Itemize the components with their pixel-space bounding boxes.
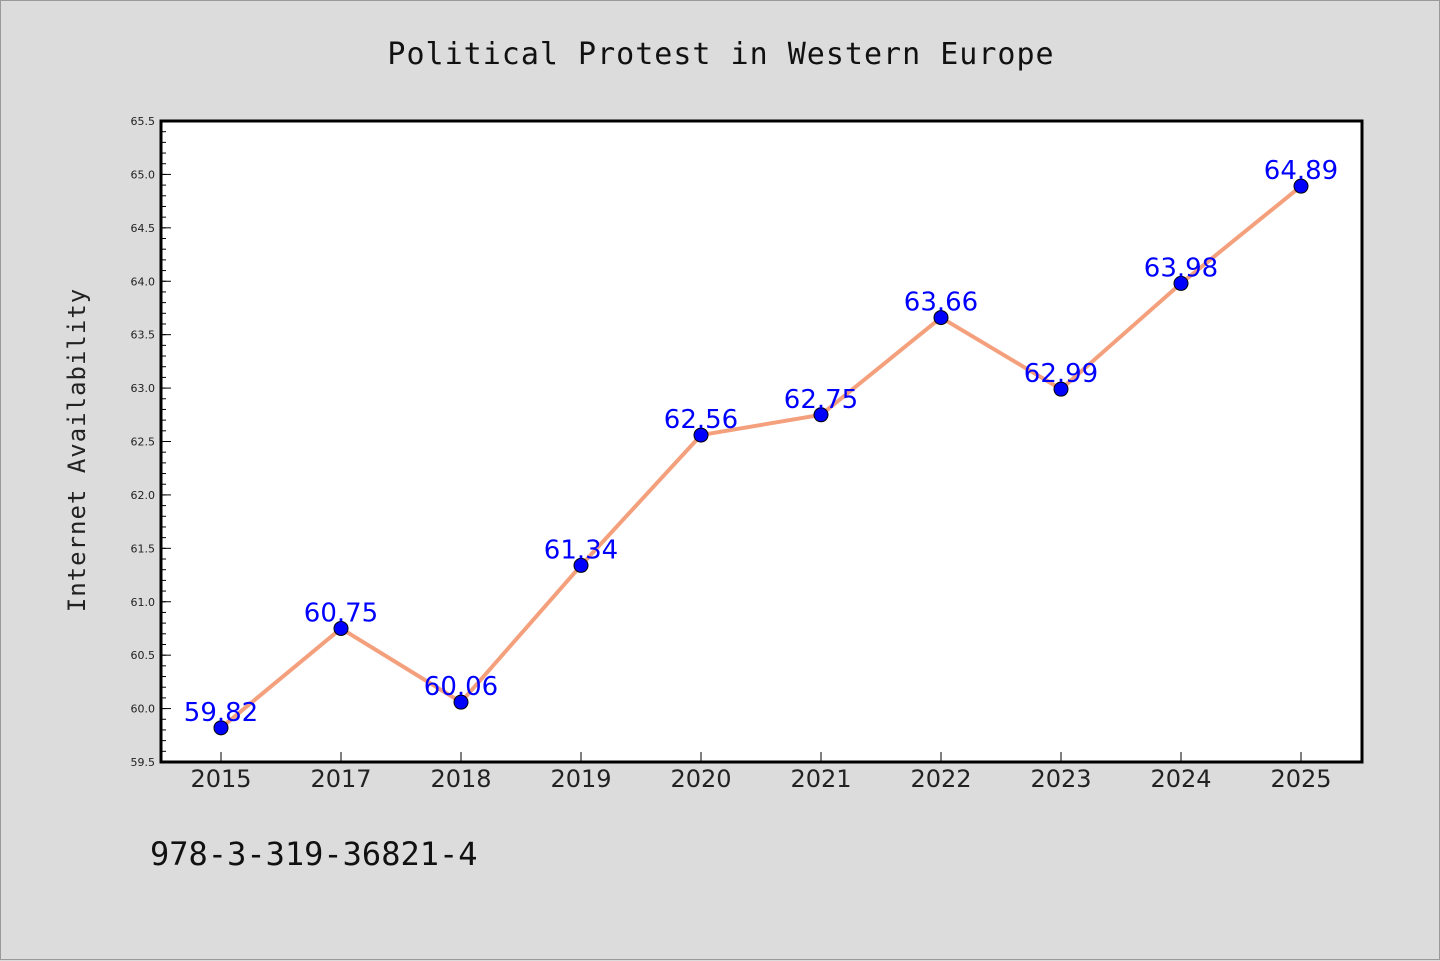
data-point-marker [453, 694, 469, 710]
data-point-marker [573, 557, 589, 573]
series-line-group [219, 184, 1303, 730]
x-tick-label: 2021 [790, 765, 851, 793]
data-point-marker [813, 407, 829, 423]
data-point-marker [933, 310, 949, 326]
data-point-marker [333, 620, 349, 636]
y-tick-label: 63.0 [131, 382, 156, 395]
plot-area [161, 121, 1362, 762]
y-tick-label: 60.0 [131, 703, 156, 716]
series-markers-group [213, 178, 1309, 736]
x-tick-label: 2019 [550, 765, 611, 793]
y-tick-label: 65.0 [131, 168, 156, 181]
x-tick-label: 2015 [190, 765, 251, 793]
y-tick-label: 64.0 [131, 275, 156, 288]
x-tick-label: 2018 [430, 765, 491, 793]
y-tick-label: 63.5 [131, 329, 156, 342]
data-label: 62.75 [784, 385, 858, 415]
y-tick-label: 61.0 [131, 596, 156, 609]
data-label: 64.89 [1264, 156, 1338, 186]
x-tick-label: 2025 [1270, 765, 1331, 793]
y-tick-label: 61.5 [131, 542, 156, 555]
series-line [219, 184, 1303, 730]
y-tick-label: 62.0 [131, 489, 156, 502]
data-point-marker [1173, 275, 1189, 291]
y-tick-label: 59.5 [131, 756, 156, 769]
data-label: 62.56 [664, 405, 738, 435]
y-tick-label: 62.5 [131, 436, 156, 449]
data-label: 63.98 [1144, 253, 1218, 283]
data-point-marker [1293, 178, 1309, 194]
x-tick-label: 2017 [310, 765, 371, 793]
data-label: 60.75 [304, 598, 378, 628]
data-label: 60.06 [424, 672, 498, 702]
x-tick-label: 2023 [1030, 765, 1091, 793]
data-label: 59.82 [184, 698, 258, 728]
data-point-marker [693, 427, 709, 443]
data-point-marker [1053, 381, 1069, 397]
y-tick-label: 65.5 [131, 115, 156, 128]
x-tick-label: 2020 [670, 765, 731, 793]
footer-code: 978-3-319-36821-4 [150, 835, 478, 873]
chart-title: Political Protest in Western Europe [387, 37, 1054, 72]
data-label: 62.99 [1024, 359, 1098, 389]
data-label: 61.34 [544, 535, 618, 565]
y-tick-label: 64.5 [131, 222, 156, 235]
y-axis: 59.5 60.0 60.5 61.0 61.5 62.0 62.5 63.0 63.5 64.0… [131, 115, 171, 769]
y-tick-label: 60.5 [131, 649, 156, 662]
data-labels-group: 59.82 60.75 60.06 61.34 62.56 62.75 63.66 62.99… [184, 156, 1338, 728]
plot-frame [159, 119, 1364, 764]
y-axis-label: Internet Availability [63, 288, 91, 612]
x-axis: 2015 2017 2018 2019 2020 2021 2022 2023 2024 2025 [190, 752, 1332, 793]
x-tick-label: 2022 [910, 765, 971, 793]
data-label: 63.66 [904, 288, 978, 318]
x-tick-label: 2024 [1150, 765, 1211, 793]
data-point-marker [213, 720, 229, 736]
